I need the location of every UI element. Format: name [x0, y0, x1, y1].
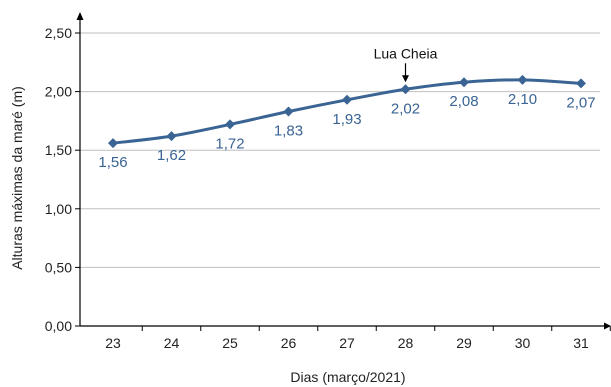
data-label-29: 2,08 [449, 93, 478, 110]
annotation-arrowhead-icon [402, 75, 409, 83]
data-point-24 [166, 131, 177, 142]
y-axis-title: Alturas máximas da maré (m) [9, 86, 25, 270]
x-tick-label-28: 28 [398, 335, 414, 351]
x-tick-label-31: 31 [573, 335, 589, 351]
x-tick-label-23: 23 [105, 335, 121, 351]
data-label-26: 1,83 [274, 123, 303, 140]
annotation-lua-cheia: Lua Cheia [374, 45, 438, 61]
data-label-23: 1,56 [98, 154, 127, 171]
data-point-31 [576, 78, 586, 89]
x-tick-label-29: 29 [456, 335, 472, 351]
x-tick-labels: 23 24 25 26 27 28 29 30 31 [105, 335, 589, 351]
data-markers [108, 74, 586, 149]
data-point-26 [283, 106, 294, 117]
x-tick-label-30: 30 [515, 335, 531, 351]
x-tick-label-24: 24 [164, 335, 180, 351]
data-label-30: 2,10 [508, 91, 537, 108]
y-tick-label-0: 0,00 [45, 318, 72, 334]
data-labels: 1,56 1,62 1,72 1,83 1,93 2,02 2,08 2,10 2,07 [98, 91, 595, 171]
x-axis-arrow-icon [604, 322, 611, 330]
grid-lines [80, 32, 600, 268]
annotation: Lua Cheia [374, 45, 438, 83]
data-point-23 [108, 138, 118, 149]
data-point-25 [225, 119, 235, 130]
data-point-28 [400, 84, 411, 95]
y-tick-labels: 0,00 0,50 1,00 1,50 2,00 2,50 [45, 25, 72, 334]
data-label-25: 1,72 [215, 135, 244, 152]
axes [75, 12, 611, 331]
y-tick-label-5: 2,50 [45, 25, 72, 41]
y-tick-label-4: 2,00 [45, 84, 72, 100]
x-tick-label-26: 26 [281, 335, 297, 351]
data-point-30 [517, 74, 528, 85]
x-axis-title: Dias (março/2021) [290, 369, 405, 385]
y-tick-label-1: 0,50 [45, 259, 72, 275]
data-label-28: 2,02 [391, 100, 420, 117]
data-point-29 [459, 77, 469, 88]
y-axis-arrow-icon [76, 12, 84, 20]
x-tick-label-27: 27 [339, 335, 355, 351]
data-point-27 [342, 94, 352, 105]
y-tick-label-3: 1,50 [45, 142, 72, 158]
data-label-24: 1,62 [157, 147, 186, 164]
x-tick-label-25: 25 [222, 335, 238, 351]
data-label-31: 2,07 [566, 94, 595, 111]
data-label-27: 1,93 [332, 111, 361, 128]
y-tick-label-2: 1,00 [45, 201, 72, 217]
